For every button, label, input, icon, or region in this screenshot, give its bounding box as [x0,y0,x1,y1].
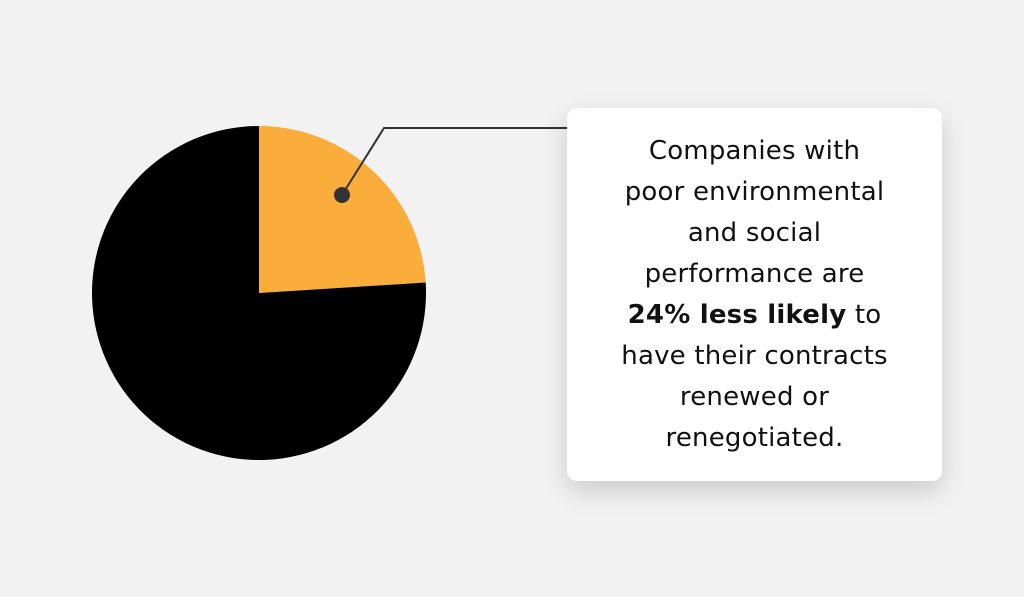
callout-line-1: Companies with [648,135,861,166]
callout-leader-dot [334,187,350,203]
callout-line-5: 24% less likely to [621,295,887,336]
callout-line-5-rest: to [846,299,882,330]
pie-slice-remainder [92,126,427,460]
callout-leader-line [341,127,567,196]
callout-highlight: 24% less likely [627,299,847,330]
callout-line-3: and social [687,217,822,248]
callout-card: Companies with poor environmental and so… [567,108,942,481]
callout-line-7: renewed or [679,381,830,412]
callout-line-8: renegotiated. [665,422,844,453]
callout-line-6: have their contracts [621,340,888,371]
callout-line-4: performance are [644,258,865,289]
pie-slice-highlight [259,126,426,293]
callout-text: Companies with poor environmental and so… [621,131,887,459]
callout-line-2: poor environmental [624,176,885,207]
pie-slices [92,126,427,460]
